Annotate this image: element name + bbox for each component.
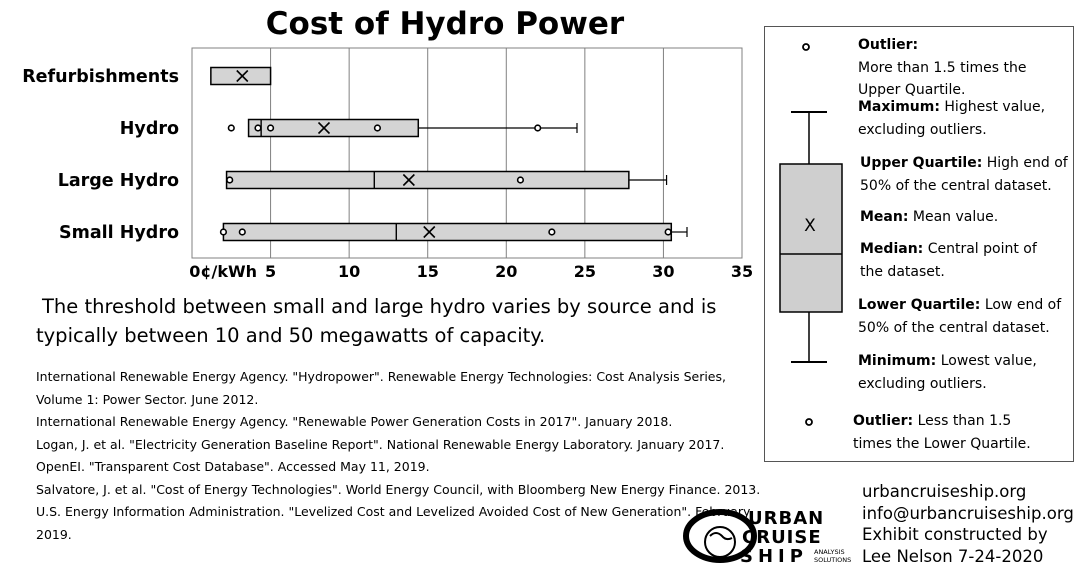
iqr-box xyxy=(247,118,420,138)
x-tick-label: 15 xyxy=(417,262,439,281)
iqr-box xyxy=(210,66,272,86)
email-link[interactable]: info@urbancruiseship.org xyxy=(862,503,1074,523)
mean-marker xyxy=(317,121,331,135)
outlier-point xyxy=(219,228,228,236)
source-item: Salvatore, J. et al. "Cost of Energy Tec… xyxy=(36,481,761,497)
x-tick-label: 5 xyxy=(265,262,276,281)
outlier-point xyxy=(534,124,542,132)
legend-maximum: Maximum: Highest value, excluding outlie… xyxy=(858,99,1046,138)
outlier-point xyxy=(516,176,525,184)
logo-line2: CRUISE xyxy=(742,527,822,548)
x-tick-label: 30 xyxy=(652,262,674,281)
mean-marker xyxy=(402,173,415,187)
threshold-note: The threshold between small and large hy… xyxy=(36,295,717,347)
legend-median: Median: Central point of the dataset. xyxy=(860,241,1037,280)
legend-mean: Mean: Mean value. xyxy=(860,209,999,225)
box-plot-chart: 0¢/kWh 5 10 15 20 25 30 35 Refurbishments Hydro La… xyxy=(22,47,753,281)
urban-cruise-ship-logo: URBAN CRUISE SHIP ANALYSIS SOLUTIONS xyxy=(680,502,860,572)
logo-globe-icon xyxy=(683,509,757,563)
legend-outlier-low: Outlier: Less than 1.5 times the Lower Q… xyxy=(853,413,1031,452)
outlier-point xyxy=(238,228,246,236)
iqr-box xyxy=(225,170,630,190)
source-item: OpenEI. "Transparent Cost Database". Acc… xyxy=(36,459,430,474)
category-label: Large Hydro xyxy=(58,171,179,191)
source-item: U.S. Energy Information Administration. … xyxy=(36,504,751,542)
legend-minimum: Minimum: Lowest value, excluding outlier… xyxy=(858,353,1037,392)
credit-line: Exhibit constructed by xyxy=(862,525,1048,544)
plot-frame xyxy=(191,47,743,259)
x-tick-label: 10 xyxy=(338,262,360,281)
category-label: Refurbishments xyxy=(22,67,179,87)
legend-panel xyxy=(764,26,1074,462)
outlier-point xyxy=(548,228,556,236)
outlier-low-marker xyxy=(805,418,813,426)
credit-line: Lee Nelson 7-24-2020 xyxy=(862,546,1044,566)
outlier-point xyxy=(266,124,275,132)
logo-sub2: SOLUTIONS xyxy=(814,556,851,564)
legend-box-shape xyxy=(779,163,843,313)
legend-outlier-high: Outlier: More than 1.5 times the Upper Q… xyxy=(858,37,1027,98)
source-item: Logan, J. et al. "Electricity Generation… xyxy=(36,436,725,452)
logo-sub1: ANALYSIS xyxy=(814,548,845,556)
website-link[interactable]: urbancruiseship.org xyxy=(862,482,1027,501)
source-item: International Renewable Energy Agency. "… xyxy=(36,369,726,407)
legend-upper-quartile: Upper Quartile: High end of 50% of the c… xyxy=(860,155,1068,194)
outlier-high-marker xyxy=(802,43,810,51)
category-label: Hydro xyxy=(120,119,179,139)
iqr-box xyxy=(222,222,673,242)
outlier-point xyxy=(373,124,382,132)
legend-lower-quartile: Lower Quartile: Low end of 50% of the ce… xyxy=(858,297,1062,336)
logo-line1: URBAN xyxy=(748,508,824,529)
sources-list: International Renewable Energy Agency. "… xyxy=(36,366,776,546)
source-item: International Renewable Energy Agency. "… xyxy=(36,414,673,429)
category-label: Small Hydro xyxy=(59,223,179,243)
x-tick-label: 35 xyxy=(731,262,753,281)
logo-line3: SHIP xyxy=(740,546,808,567)
mean-marker xyxy=(423,225,436,239)
x-tick-label: 0¢/kWh xyxy=(189,262,257,281)
mean-marker xyxy=(236,69,249,83)
outlier-point xyxy=(664,228,672,236)
legend-mean-symbol: X xyxy=(804,216,816,236)
legend-diagram: X xyxy=(779,43,843,426)
outlier-point xyxy=(226,176,234,184)
outlier-point xyxy=(227,124,235,132)
chart-title: Cost of Hydro Power xyxy=(265,6,625,42)
x-tick-label: 20 xyxy=(495,262,517,281)
contact-block: urbancruiseship.org info@urbancruiseship… xyxy=(862,481,1074,567)
outlier-point xyxy=(254,124,262,132)
x-tick-label: 25 xyxy=(574,262,596,281)
